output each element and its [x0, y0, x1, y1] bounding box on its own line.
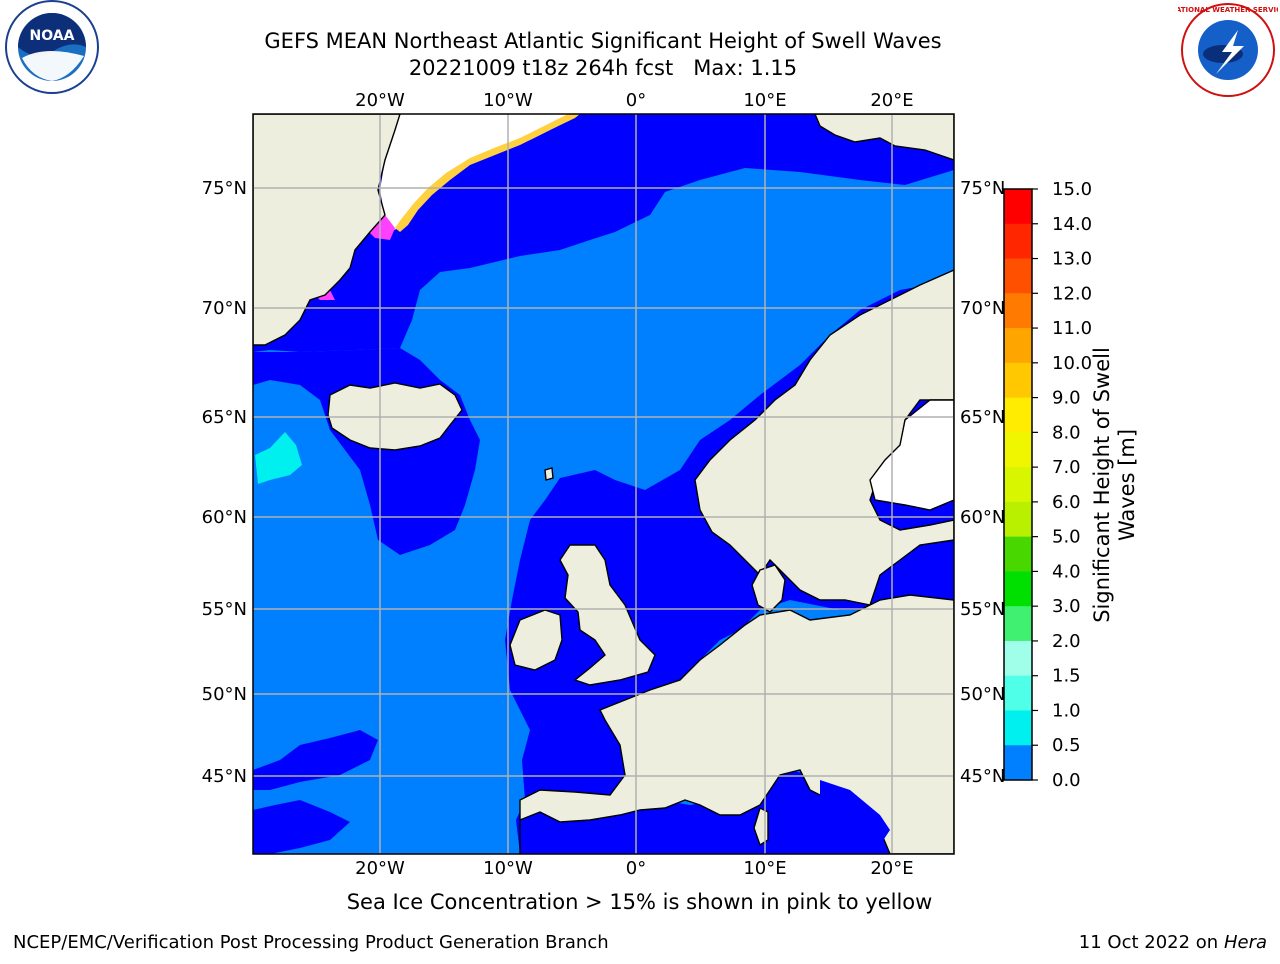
colorbar-tick-label: 7.0: [1052, 457, 1081, 478]
colorbar-frame: [1003, 188, 1033, 781]
colorbar-tick-label: 3.0: [1052, 596, 1081, 617]
footer-credit: NCEP/EMC/Verification Post Processing Pr…: [13, 932, 609, 953]
colorbar-tick-label: 2.0: [1052, 631, 1081, 652]
colorbar-tick-label: 10.0: [1052, 353, 1092, 374]
sea-ice-greenland: [380, 114, 580, 230]
lon-label: 10°W: [483, 858, 533, 879]
lon-label: 10°E: [743, 90, 786, 111]
colorbar-segment: [1004, 745, 1032, 781]
colorbar-segment: [1004, 223, 1032, 260]
ireland: [509, 609, 563, 671]
lat-label: 55°N: [960, 599, 1005, 620]
noaa-logo-text: NOAA: [30, 28, 75, 44]
lat-label: 50°N: [202, 684, 247, 705]
svalbard: [814, 114, 954, 161]
colorbar-segment: [1004, 536, 1032, 572]
greenland: [253, 114, 401, 346]
lat-label: 65°N: [202, 407, 247, 428]
lat-label: 60°N: [960, 507, 1005, 528]
lon-labels-top: 20°W 10°W 0° 10°E 20°E: [355, 90, 913, 111]
colorbar-tick-label: 1.0: [1052, 700, 1081, 721]
chart-title: GEFS MEAN Northeast Atlantic Significant…: [230, 28, 976, 82]
colorbar-segment: [1004, 328, 1032, 364]
lon-label: 0°: [626, 90, 646, 111]
footer-date-text: 11 Oct 2022 on: [1078, 932, 1219, 953]
lon-label: 0°: [626, 858, 646, 879]
lat-label: 70°N: [202, 298, 247, 319]
colorbar-segment: [1004, 397, 1032, 433]
colorbar-segment: [1004, 640, 1032, 677]
faroe: [544, 467, 554, 481]
colorbar-title-line-1: Significant Height of Swell: [1090, 347, 1114, 623]
jutland: [751, 564, 786, 613]
colorbar-tick-label: 14.0: [1052, 214, 1092, 235]
colorbar-segment: [1004, 710, 1032, 746]
sea-ice-caption: Sea Ice Concentration > 15% is shown in …: [346, 890, 933, 914]
lat-label: 60°N: [202, 507, 247, 528]
colorbar-tick-label: 6.0: [1052, 492, 1081, 513]
colorbar-tick-label: 11.0: [1052, 318, 1092, 339]
footer-date: 11 Oct 2022 on Hera: [1079, 932, 1267, 953]
colorbar-segment: [1004, 362, 1032, 399]
lat-label: 65°N: [960, 407, 1005, 428]
land-masses: [253, 114, 954, 854]
nws-logo: NATIONAL WEATHER SERVICE: [1170, 2, 1280, 104]
colorbar-tick-label: 0.0: [1052, 770, 1081, 791]
lat-label: 75°N: [202, 178, 247, 199]
lon-labels-bottom: 20°W 10°W 0° 10°E 20°E: [355, 858, 913, 879]
colorbar-title-line-2: Waves [m]: [1115, 428, 1139, 542]
lat-label: 75°N: [960, 178, 1005, 199]
colorbar-tick-label: 8.0: [1052, 422, 1081, 443]
colorbar-title: Significant Height of Swell Waves [m]: [1090, 347, 1140, 623]
colorbar-segment: [1004, 467, 1032, 503]
nws-logo-text: NATIONAL WEATHER SERVICE: [1178, 6, 1278, 14]
lat-label: 55°N: [202, 599, 247, 620]
lon-label: 10°W: [483, 90, 533, 111]
noaa-logo: NOAA: [0, 0, 110, 104]
title-line-2: 20221009 t18z 264h fcst Max: 1.15: [408, 56, 798, 80]
colorbar: 15.0 14.0 13.0 12.0 11.0 10.0 9.0 8.0 7.0 6.0 5.0 4…: [1003, 179, 1092, 791]
colorbar-tick-label: 1.5: [1052, 666, 1081, 687]
great-britain: [559, 544, 656, 686]
swell-field-low-southwest: [253, 730, 378, 854]
lat-labels-right: 75°N 70°N 65°N 60°N 55°N 50°N 45°N: [960, 178, 1005, 787]
colorbar-segment: [1004, 675, 1032, 711]
lat-label: 70°N: [960, 298, 1005, 319]
swell-field-cyan: [255, 432, 302, 484]
colorbar-segment: [1004, 189, 1032, 225]
lon-label: 10°E: [743, 858, 786, 879]
graticule: [253, 114, 954, 854]
colorbar-tick-label: 13.0: [1052, 249, 1092, 270]
lat-label: 45°N: [202, 766, 247, 787]
colorbar-tick-label: 15.0: [1052, 179, 1092, 200]
lon-label: 20°W: [355, 90, 405, 111]
italy: [820, 780, 890, 848]
lon-label: 20°E: [870, 858, 913, 879]
colorbar-segment: [1004, 432, 1032, 468]
lat-label: 50°N: [960, 684, 1005, 705]
footer-host: Hera: [1223, 932, 1267, 953]
colorbar-tick-label: 4.0: [1052, 561, 1081, 582]
colorbar-segment: [1004, 501, 1032, 538]
lat-label: 45°N: [960, 766, 1005, 787]
lat-labels-left: 75°N 70°N 65°N 60°N 55°N 50°N 45°N: [202, 178, 247, 787]
lon-label: 20°W: [355, 858, 405, 879]
title-line-1: GEFS MEAN Northeast Atlantic Significant…: [264, 29, 942, 53]
colorbar-segment: [1004, 293, 1032, 329]
colorbar-tick-label: 0.5: [1052, 735, 1081, 756]
colorbar-tick-label: 9.0: [1052, 388, 1081, 409]
colorbar-segment: [1004, 606, 1032, 642]
colorbar-tick-label: 5.0: [1052, 527, 1081, 548]
finland-white: [869, 399, 954, 511]
colorbar-tick-label: 12.0: [1052, 283, 1092, 304]
lon-label: 20°E: [870, 90, 913, 111]
scandinavia: [694, 269, 954, 606]
colorbar-segment: [1004, 571, 1032, 607]
map-frame: [252, 113, 955, 855]
colorbar-segment: [1004, 258, 1032, 294]
